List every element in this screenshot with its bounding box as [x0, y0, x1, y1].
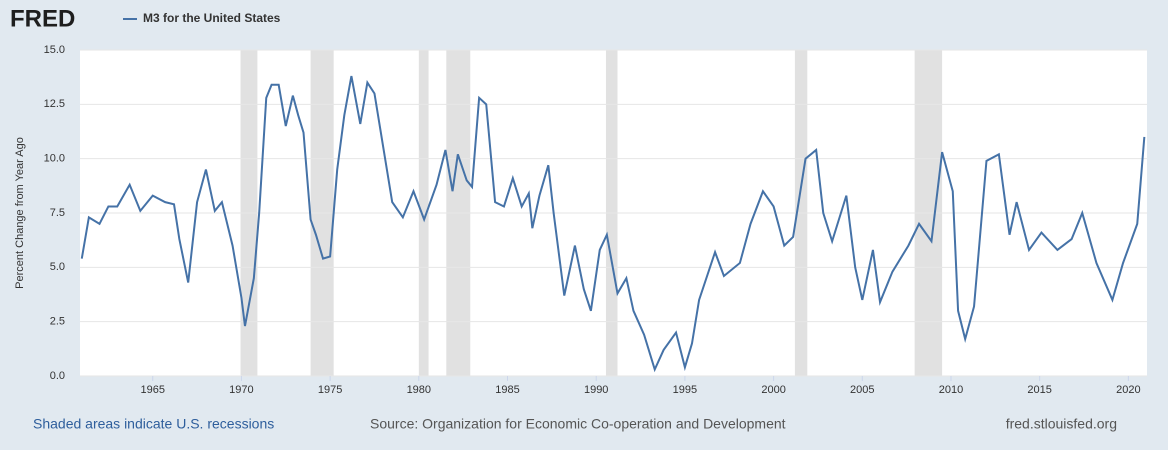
- source: Source: Organization for Economic Co-ope…: [370, 416, 786, 432]
- x-tick-label: 1975: [318, 384, 342, 396]
- y-tick-label: 5.0: [50, 261, 65, 273]
- y-axis-label: Percent Change from Year Ago: [14, 137, 26, 289]
- y-tick-label: 0.0: [50, 370, 65, 382]
- x-tick-label: 2010: [939, 384, 963, 396]
- x-tick-label: 1990: [584, 384, 608, 396]
- site[interactable]: fred.stlouisfed.org: [1006, 416, 1117, 432]
- x-tick-label: 1970: [229, 384, 253, 396]
- y-tick-label: 12.5: [44, 98, 65, 110]
- logo: FRED: [10, 5, 75, 32]
- x-tick-label: 2000: [761, 384, 785, 396]
- y-tick-label: 2.5: [50, 316, 65, 328]
- x-tick-label: 1985: [495, 384, 519, 396]
- y-tick-label: 7.5: [50, 207, 65, 219]
- y-tick-label: 10.0: [44, 153, 65, 165]
- x-tick-label: 2020: [1116, 384, 1140, 396]
- x-tick-label: 1965: [140, 384, 164, 396]
- y-tick-label: 15.0: [44, 44, 65, 56]
- x-tick-label: 2015: [1027, 384, 1051, 396]
- legend-label: M3 for the United States: [143, 11, 281, 25]
- data-line: [80, 75, 1146, 373]
- footnote[interactable]: Shaded areas indicate U.S. recessions: [33, 416, 274, 432]
- x-tick-label: 2005: [850, 384, 874, 396]
- x-tick-label: 1995: [673, 384, 697, 396]
- x-tick-label: 1980: [407, 384, 431, 396]
